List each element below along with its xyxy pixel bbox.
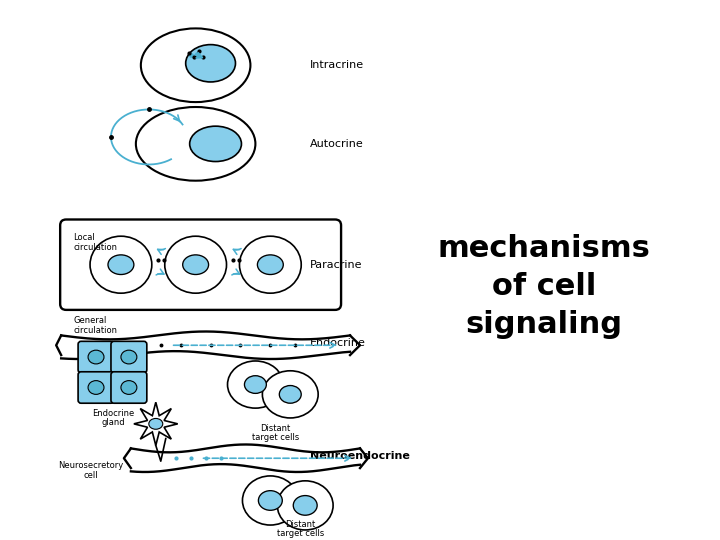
- Ellipse shape: [121, 381, 137, 394]
- FancyBboxPatch shape: [60, 219, 341, 310]
- Ellipse shape: [88, 350, 104, 364]
- Polygon shape: [134, 402, 178, 446]
- Ellipse shape: [245, 376, 266, 394]
- Text: Neurosecretory: Neurosecretory: [58, 461, 124, 470]
- Text: Intracrine: Intracrine: [310, 60, 364, 70]
- Text: Endocrine: Endocrine: [92, 409, 134, 418]
- Ellipse shape: [189, 126, 241, 161]
- Ellipse shape: [240, 236, 301, 293]
- Text: target cells: target cells: [252, 433, 299, 442]
- Ellipse shape: [257, 255, 283, 274]
- FancyBboxPatch shape: [111, 341, 147, 373]
- Ellipse shape: [258, 491, 282, 510]
- Ellipse shape: [293, 496, 318, 515]
- Text: General: General: [73, 316, 107, 325]
- Text: target cells: target cells: [276, 529, 324, 538]
- FancyBboxPatch shape: [78, 372, 114, 403]
- FancyBboxPatch shape: [78, 341, 114, 373]
- Text: circulation: circulation: [73, 326, 117, 335]
- Ellipse shape: [165, 236, 227, 293]
- Text: gland: gland: [101, 418, 125, 427]
- Text: Distant: Distant: [285, 520, 315, 529]
- Ellipse shape: [277, 481, 333, 530]
- Ellipse shape: [149, 418, 163, 429]
- FancyBboxPatch shape: [111, 372, 147, 403]
- Text: mechanisms
of cell
signaling: mechanisms of cell signaling: [438, 234, 651, 339]
- Ellipse shape: [90, 236, 152, 293]
- Ellipse shape: [141, 29, 251, 102]
- Ellipse shape: [243, 476, 298, 525]
- Ellipse shape: [262, 371, 318, 418]
- Text: cell: cell: [84, 471, 99, 480]
- Ellipse shape: [108, 255, 134, 274]
- Text: Neuroendocrine: Neuroendocrine: [310, 451, 410, 461]
- Ellipse shape: [136, 107, 256, 181]
- Text: Endocrine: Endocrine: [310, 338, 366, 348]
- Text: Distant: Distant: [260, 424, 290, 433]
- Ellipse shape: [279, 386, 301, 403]
- Ellipse shape: [228, 361, 283, 408]
- Ellipse shape: [88, 381, 104, 394]
- Ellipse shape: [186, 45, 235, 82]
- Text: Local: Local: [73, 233, 95, 242]
- Text: circulation: circulation: [73, 243, 117, 252]
- Ellipse shape: [121, 350, 137, 364]
- Text: Paracrine: Paracrine: [310, 260, 363, 269]
- Text: Autocrine: Autocrine: [310, 139, 364, 149]
- Ellipse shape: [183, 255, 209, 274]
